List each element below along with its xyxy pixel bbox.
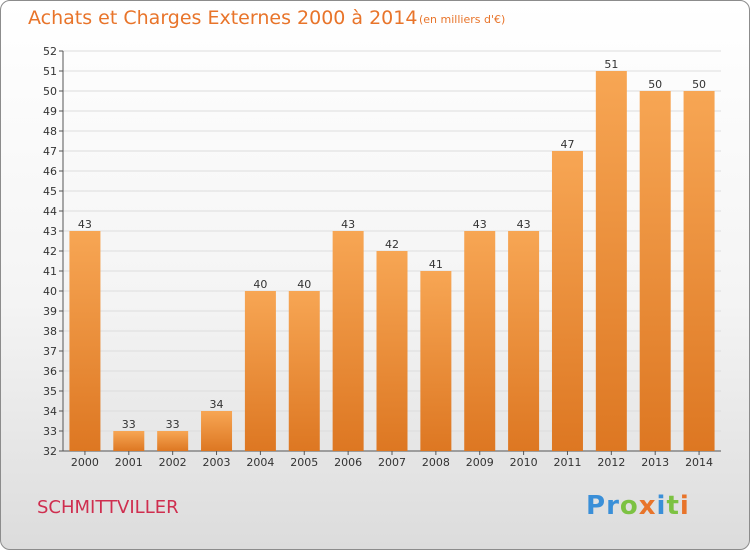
bar — [244, 291, 276, 451]
x-tick-label: 2013 — [641, 456, 669, 469]
y-tick-label: 50 — [43, 85, 57, 98]
bars — [69, 71, 715, 451]
bar-value-label: 40 — [297, 278, 311, 291]
bar — [157, 431, 189, 451]
logo-letter: r — [606, 491, 620, 521]
logo-letter: i — [656, 491, 667, 521]
bar-value-label: 43 — [473, 218, 487, 231]
y-tick-label: 38 — [43, 325, 57, 338]
bar — [551, 151, 583, 451]
bar — [332, 231, 364, 451]
x-tick-label: 2014 — [685, 456, 713, 469]
y-tick-label: 46 — [43, 165, 57, 178]
bar-value-label: 43 — [517, 218, 531, 231]
y-tick-label: 52 — [43, 45, 57, 58]
y-tick-label: 39 — [43, 305, 57, 318]
x-tick-label: 2005 — [290, 456, 318, 469]
x-tick-label: 2007 — [378, 456, 406, 469]
data-labels: 43 33 33 34 40 40 43 42 41 43 43 47 51 50 50 — [78, 58, 706, 431]
y-tick-label: 44 — [43, 205, 57, 218]
x-tick-label: 2009 — [466, 456, 494, 469]
bar-value-label: 43 — [341, 218, 355, 231]
logo-letter: t — [666, 491, 680, 521]
bar-value-label: 42 — [385, 238, 399, 251]
y-tick-label: 37 — [43, 345, 57, 358]
bar — [288, 291, 320, 451]
y-tick-label: 42 — [43, 245, 57, 258]
x-tick-label: 2004 — [246, 456, 274, 469]
x-tick-label: 2010 — [510, 456, 538, 469]
y-tick-label: 51 — [43, 65, 57, 78]
y-tick-label: 36 — [43, 365, 57, 378]
y-tick-label: 49 — [43, 105, 57, 118]
y-tick-label: 41 — [43, 265, 57, 278]
bar-value-label: 43 — [78, 218, 92, 231]
logo-letter: o — [619, 491, 639, 521]
proxiti-logo: Proxiti — [586, 491, 690, 521]
bar — [113, 431, 145, 451]
x-tick-label: 2001 — [115, 456, 143, 469]
chart-title: Achats et Charges Externes 2000 à 2014 — [28, 7, 418, 29]
x-axis-ticks: 2000 2001 2002 2003 2004 2005 2006 2007 2008 2009… — [71, 451, 713, 469]
logo-letter: x — [638, 491, 657, 521]
bar-value-label: 50 — [692, 78, 706, 91]
x-tick-label: 2003 — [203, 456, 231, 469]
y-tick-label: 34 — [43, 405, 57, 418]
bar — [376, 251, 408, 451]
bar-value-label: 51 — [604, 58, 618, 71]
bar-value-label: 34 — [210, 398, 224, 411]
logo-letter: P — [586, 491, 607, 521]
y-tick-label: 43 — [43, 225, 57, 238]
bar — [508, 231, 540, 451]
bar — [464, 231, 496, 451]
y-tick-label: 32 — [43, 445, 57, 458]
x-tick-label: 2000 — [71, 456, 99, 469]
bar — [201, 411, 233, 451]
y-tick-label: 48 — [43, 125, 57, 138]
bar-value-label: 41 — [429, 258, 443, 271]
y-tick-label: 35 — [43, 385, 57, 398]
bar-value-label: 33 — [166, 418, 180, 431]
bar-value-label: 47 — [560, 138, 574, 151]
y-tick-label: 40 — [43, 285, 57, 298]
chart-subtitle: (en milliers d'€) — [419, 13, 506, 26]
bar — [683, 91, 715, 451]
x-tick-label: 2002 — [159, 456, 187, 469]
y-tick-label: 45 — [43, 185, 57, 198]
x-tick-label: 2008 — [422, 456, 450, 469]
bar — [69, 231, 101, 451]
bar — [420, 271, 452, 451]
x-tick-label: 2006 — [334, 456, 362, 469]
commune-name: SCHMITTVILLER — [37, 497, 179, 518]
bar-chart: 32 33 34 35 36 37 38 39 40 41 42 43 44 45 46 47 48 49 50 51… — [43, 45, 721, 469]
bar-value-label: 33 — [122, 418, 136, 431]
x-tick-label: 2012 — [597, 456, 625, 469]
y-tick-label: 47 — [43, 145, 57, 158]
bar-value-label: 40 — [253, 278, 267, 291]
x-tick-label: 2011 — [553, 456, 581, 469]
y-tick-label: 33 — [43, 425, 57, 438]
bar — [639, 91, 671, 451]
bar-value-label: 50 — [648, 78, 662, 91]
bar — [595, 71, 627, 451]
logo-letter: i — [679, 491, 690, 521]
